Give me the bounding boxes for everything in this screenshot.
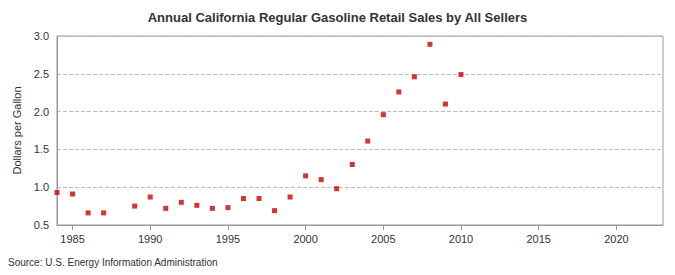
svg-text:1990: 1990 <box>138 233 162 245</box>
svg-text:1985: 1985 <box>60 233 84 245</box>
svg-text:2000: 2000 <box>293 233 317 245</box>
svg-text:2.0: 2.0 <box>34 106 49 118</box>
svg-text:Source: U.S. Energy Informatio: Source: U.S. Energy Information Administ… <box>8 257 218 268</box>
svg-text:1.0: 1.0 <box>34 181 49 193</box>
svg-text:Annual California Regular Gaso: Annual California Regular Gasoline Retai… <box>148 10 528 25</box>
svg-text:2005: 2005 <box>371 233 395 245</box>
svg-text:1995: 1995 <box>216 233 240 245</box>
svg-text:2020: 2020 <box>604 233 628 245</box>
svg-text:3.0: 3.0 <box>34 30 49 42</box>
svg-text:Dollars per Gallon: Dollars per Gallon <box>11 86 23 174</box>
svg-text:2.5: 2.5 <box>34 68 49 80</box>
svg-text:0.5: 0.5 <box>34 219 49 231</box>
svg-text:1.5: 1.5 <box>34 143 49 155</box>
svg-text:2015: 2015 <box>526 233 550 245</box>
svg-text:2010: 2010 <box>449 233 473 245</box>
